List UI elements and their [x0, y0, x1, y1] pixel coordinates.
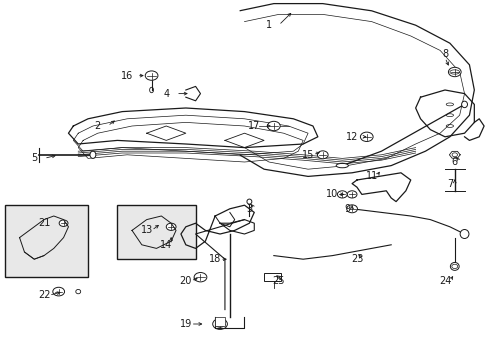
Text: 16: 16 — [121, 71, 133, 81]
Circle shape — [337, 191, 346, 198]
Text: 8: 8 — [441, 49, 447, 59]
Polygon shape — [448, 151, 459, 158]
Circle shape — [145, 71, 158, 80]
Text: 11: 11 — [365, 171, 377, 181]
Text: 6: 6 — [451, 157, 457, 167]
Bar — [215, 317, 224, 326]
Text: 19: 19 — [179, 319, 192, 329]
Circle shape — [447, 67, 460, 77]
Text: 22: 22 — [38, 290, 50, 300]
Text: 9: 9 — [344, 204, 349, 214]
Circle shape — [166, 223, 176, 230]
Circle shape — [346, 191, 356, 198]
Circle shape — [360, 132, 372, 141]
Text: 24: 24 — [438, 276, 450, 286]
Circle shape — [317, 151, 327, 159]
Circle shape — [194, 273, 206, 282]
Text: 20: 20 — [179, 276, 192, 286]
Ellipse shape — [449, 262, 458, 270]
Text: 3: 3 — [246, 204, 252, 214]
Ellipse shape — [459, 230, 468, 239]
Text: 21: 21 — [38, 218, 50, 228]
Circle shape — [346, 205, 357, 213]
Text: 18: 18 — [208, 254, 221, 264]
Circle shape — [212, 319, 227, 329]
Ellipse shape — [336, 163, 347, 168]
Bar — [117, 205, 195, 259]
Text: 2: 2 — [95, 121, 101, 131]
Ellipse shape — [461, 101, 467, 108]
Text: 4: 4 — [163, 89, 169, 99]
Text: 15: 15 — [301, 150, 314, 160]
Text: 23: 23 — [350, 254, 363, 264]
Circle shape — [53, 287, 64, 296]
Text: 25: 25 — [272, 276, 285, 286]
Ellipse shape — [246, 199, 251, 204]
Circle shape — [59, 220, 68, 226]
Circle shape — [267, 121, 280, 131]
Text: 17: 17 — [247, 121, 260, 131]
Bar — [264, 273, 281, 281]
Text: 13: 13 — [140, 225, 153, 235]
Bar — [5, 205, 88, 277]
Text: 12: 12 — [345, 132, 358, 142]
Text: 10: 10 — [325, 189, 338, 199]
Ellipse shape — [90, 151, 96, 158]
Text: 1: 1 — [265, 20, 271, 30]
Text: 7: 7 — [446, 179, 452, 189]
Text: 14: 14 — [160, 240, 172, 250]
Text: 5: 5 — [31, 153, 37, 163]
